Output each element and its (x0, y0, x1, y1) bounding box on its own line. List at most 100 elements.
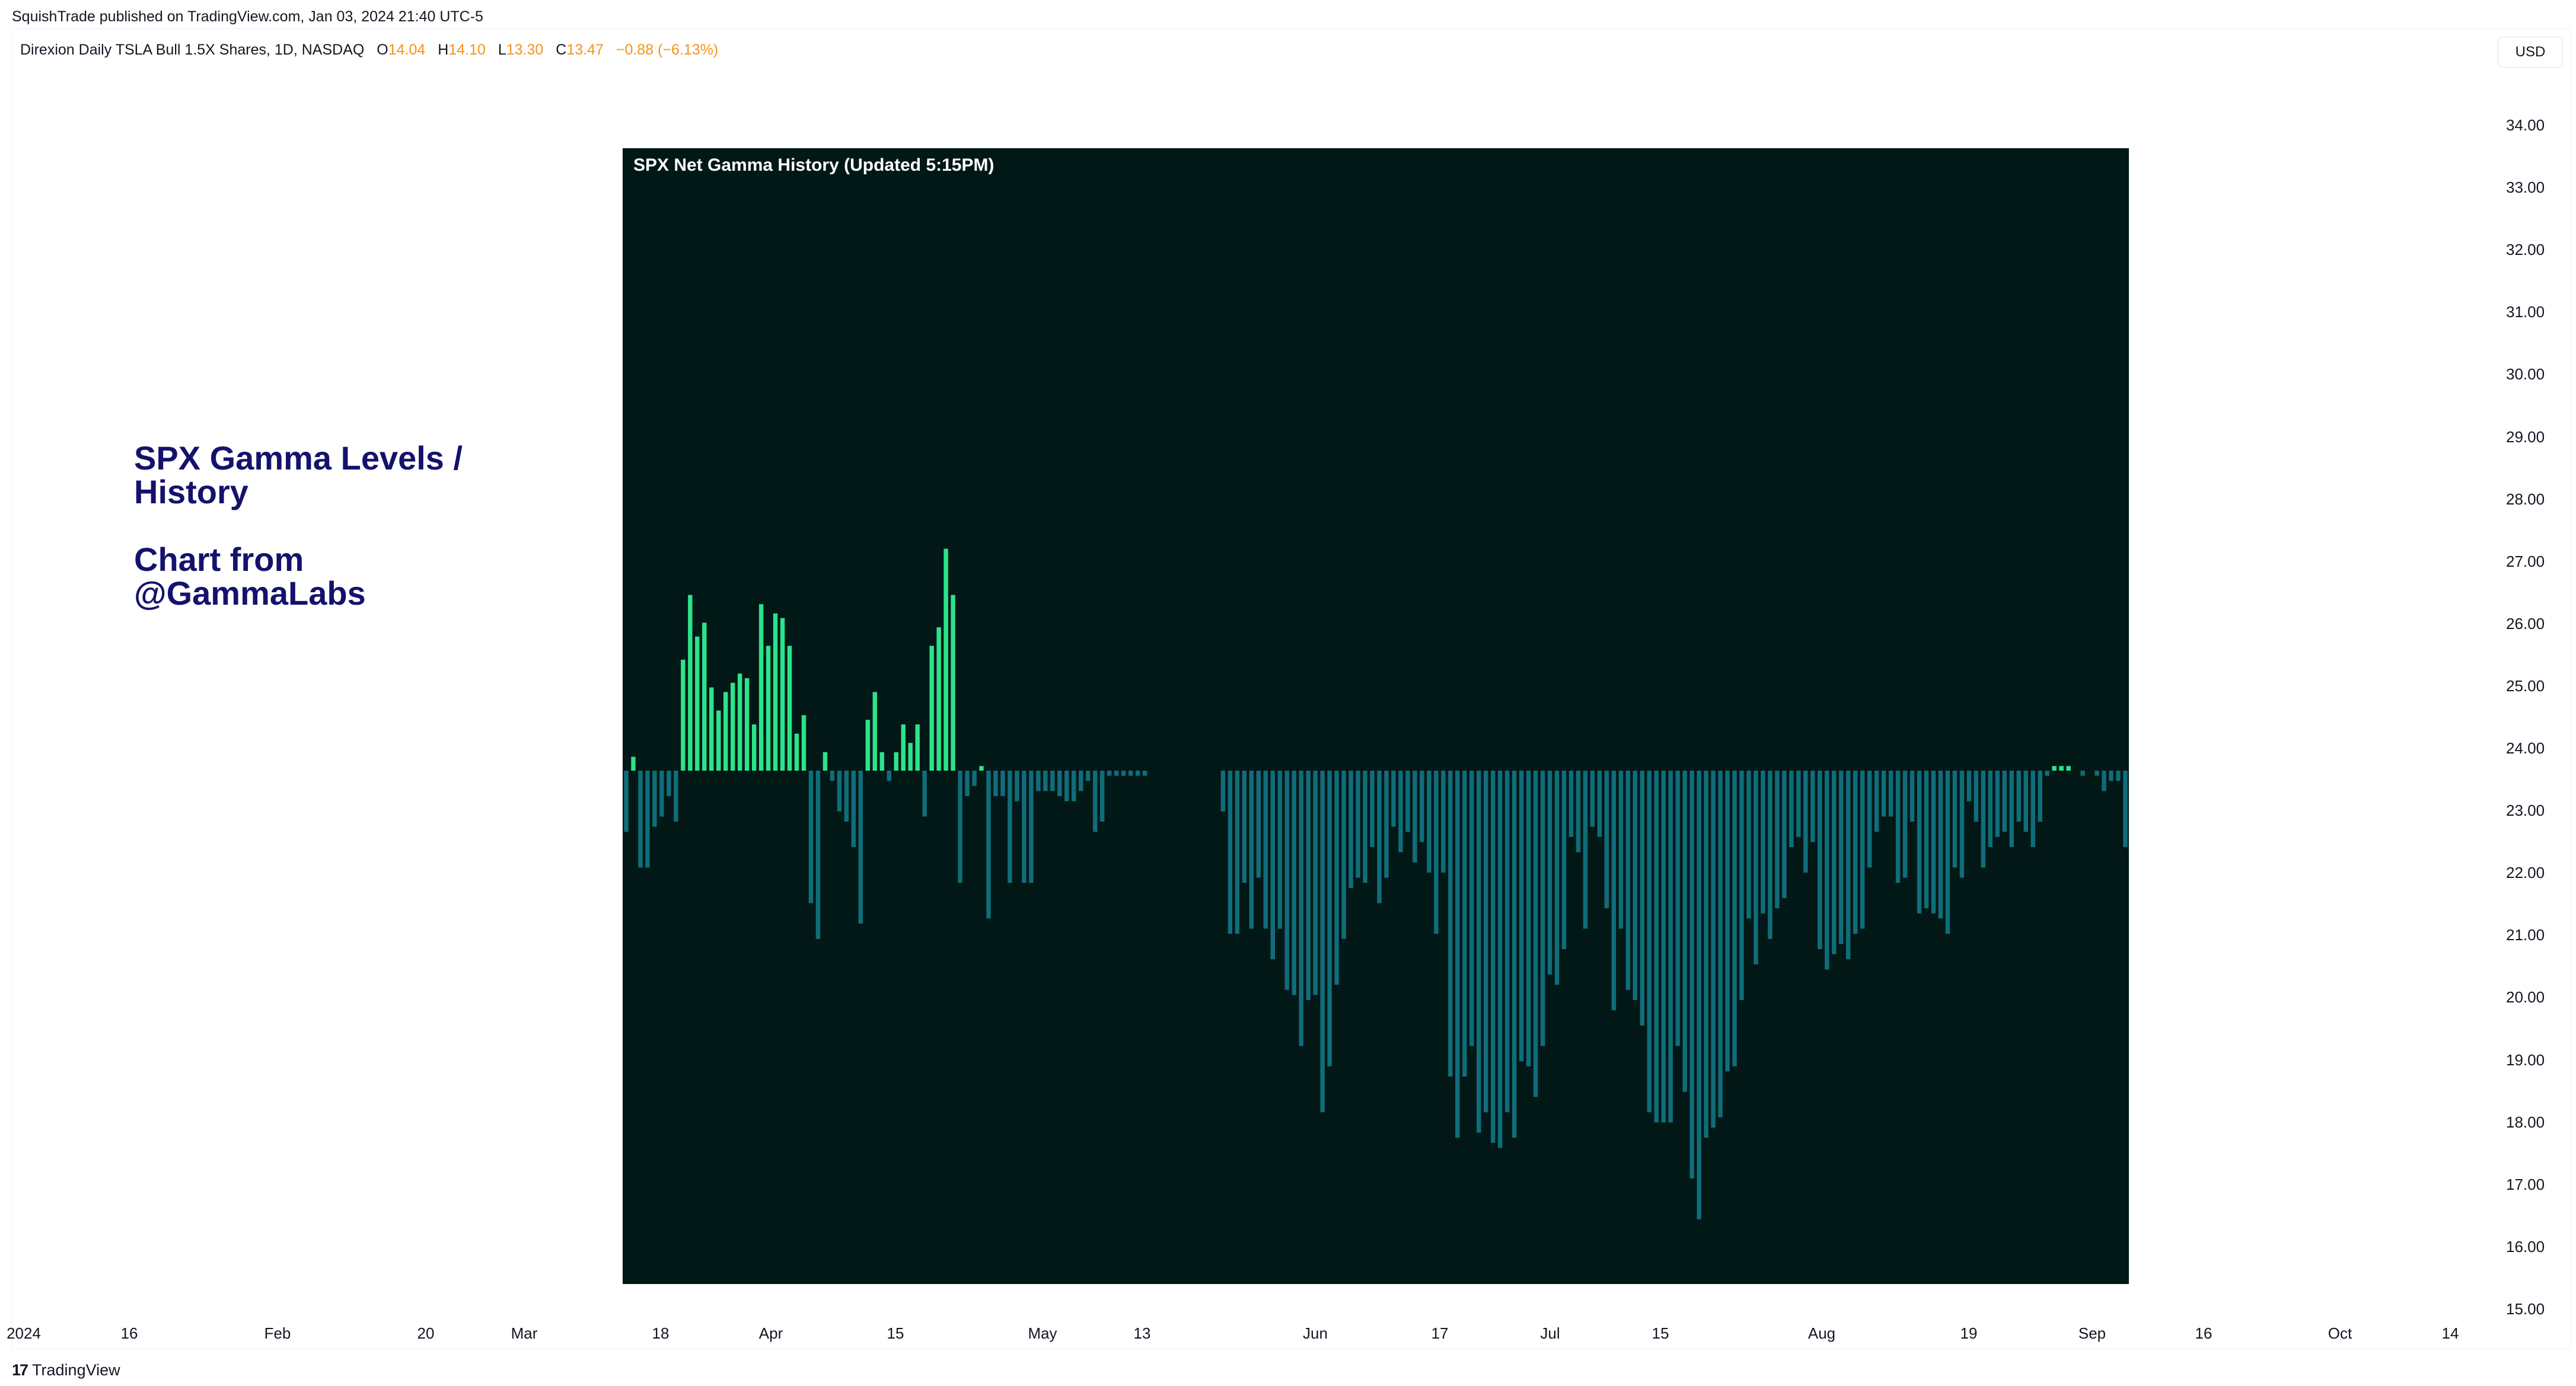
gamma-bar (1966, 771, 1972, 801)
time-axis-label: 2024 (7, 1324, 41, 1342)
gamma-bar (1391, 771, 1396, 827)
gamma-bar (1242, 771, 1247, 883)
price-axis-label: 20.00 (2506, 988, 2545, 1007)
gamma-bar (1611, 771, 1617, 1011)
time-axis-label: May (1028, 1324, 1057, 1342)
gamma-bar (1640, 771, 1645, 1026)
currency-button[interactable]: USD (2498, 37, 2563, 68)
gamma-bar (1895, 771, 1901, 883)
time-axis-label: 14 (2441, 1324, 2459, 1342)
price-axis-label: 33.00 (2506, 178, 2545, 197)
gamma-bar (1107, 771, 1112, 776)
annotation-line-4: @GammaLabs (134, 574, 366, 612)
gamma-bar (2023, 771, 2028, 832)
gamma-bar (1320, 771, 1325, 1113)
gamma-bar (1874, 771, 1879, 832)
gamma-bar (908, 743, 913, 771)
gamma-bar (1547, 771, 1552, 975)
gamma-bar (1079, 771, 1083, 791)
tradingview-logo-text: TradingView (32, 1361, 120, 1379)
gamma-bar (652, 771, 657, 827)
gamma-chart-image: SPX Net Gamma History (Updated 5:15PM) (623, 148, 2129, 1284)
gamma-bar (1832, 771, 1837, 954)
high-label: H (438, 41, 449, 58)
gamma-bar (1235, 771, 1240, 934)
price-axis-label: 16.00 (2506, 1237, 2545, 1256)
gamma-bar (1697, 771, 1701, 1219)
gamma-bar (1974, 771, 1979, 822)
gamma-bar (2052, 766, 2057, 771)
time-axis-label: Sep (2078, 1324, 2106, 1342)
time-axis-label: Oct (2328, 1324, 2352, 1342)
gamma-bar (1057, 771, 1062, 796)
gamma-bar (1768, 771, 1772, 939)
gamma-bar (1561, 771, 1567, 949)
gamma-bar (1618, 771, 1624, 929)
gamma-bar (1477, 771, 1481, 1133)
annotation-text: SPX Gamma Levels / History Chart from @G… (134, 441, 549, 610)
gamma-bar (993, 771, 998, 796)
high-value: 14.10 (448, 41, 486, 58)
gamma-bar (1633, 771, 1638, 1000)
gamma-bar (865, 720, 871, 771)
gamma-bar (659, 771, 664, 817)
price-axis-label: 26.00 (2506, 614, 2545, 633)
gamma-bar (915, 724, 920, 771)
gamma-bar (1981, 771, 1986, 868)
gamma-bar (837, 771, 842, 812)
gamma-bar (2102, 771, 2106, 791)
gamma-bar (1924, 771, 1929, 909)
gamma-bar (1576, 771, 1581, 852)
gamma-bar (1377, 771, 1382, 903)
gamma-bar (986, 771, 991, 919)
gamma-bar (1462, 771, 1467, 1077)
gamma-bar (830, 771, 835, 781)
gamma-bar (1512, 771, 1517, 1138)
gamma-bar (1356, 771, 1360, 878)
gamma-bar (2009, 771, 2014, 847)
gamma-bar (1284, 771, 1289, 990)
gamma-bar (2038, 771, 2042, 822)
gamma-bar (1675, 771, 1680, 1046)
gamma-bar (965, 771, 970, 796)
gamma-bar (1327, 771, 1332, 1066)
price-axis-label: 19.00 (2506, 1050, 2545, 1069)
gamma-bar (1434, 771, 1439, 934)
gamma-bar (887, 771, 892, 781)
time-axis-label: 20 (417, 1324, 435, 1342)
time-axis-label: 16 (2195, 1324, 2212, 1342)
gamma-bar (2123, 771, 2128, 847)
time-axis-label: Aug (1807, 1324, 1836, 1342)
time-axis-label: Feb (264, 1324, 291, 1342)
tradingview-logo[interactable]: 17 TradingView (12, 1361, 120, 1379)
gamma-bar (2116, 771, 2121, 781)
gamma-bar (1015, 771, 1019, 801)
symbol-name[interactable]: Direxion Daily TSLA Bull 1.5X Shares, 1D… (20, 41, 365, 58)
gamma-bar (1413, 771, 1417, 863)
gamma-bar (979, 766, 984, 771)
gamma-bar (1093, 771, 1098, 832)
gamma-bar (1306, 771, 1311, 1000)
gamma-bar (815, 771, 821, 939)
gamma-bar (1384, 771, 1389, 878)
gamma-bar (1909, 771, 1915, 822)
price-axis-label: 30.00 (2506, 365, 2545, 384)
time-axis-label: Apr (758, 1324, 783, 1342)
gamma-bar (1072, 771, 1076, 801)
gamma-bar (808, 771, 814, 903)
gamma-bar (1689, 771, 1694, 1179)
annotation-line-2: History (134, 473, 248, 510)
gamma-bar (1860, 771, 1865, 929)
gamma-bar (1711, 771, 1716, 1128)
gamma-bar (681, 659, 686, 771)
gamma-bar (1583, 771, 1588, 929)
gamma-bar (624, 771, 629, 832)
gamma-bar (1938, 771, 1943, 919)
gamma-bar (1825, 771, 1829, 970)
gamma-bar (2016, 771, 2022, 822)
gamma-bar (1135, 771, 1140, 776)
gamma-bar (1682, 771, 1687, 1092)
time-axis-label: Mar (511, 1324, 538, 1342)
gamma-bar (1022, 771, 1026, 883)
gamma-bar (1533, 771, 1538, 1097)
